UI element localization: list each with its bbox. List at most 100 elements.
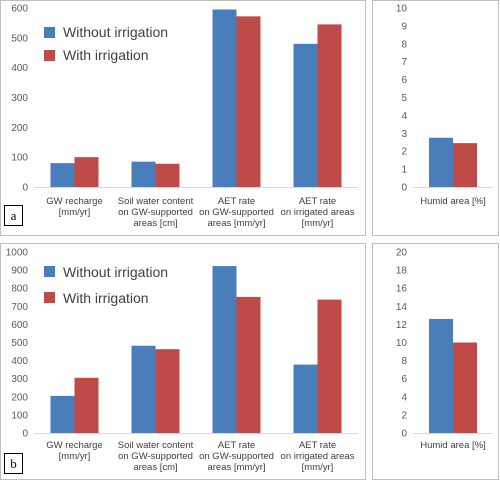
bar-without-irrigation	[429, 318, 453, 433]
chart-a-humid: 0 1 2 3 4 5 6 7 8 9 10 Humid area [%]	[396, 4, 493, 207]
y-tick-label: 600	[11, 320, 28, 331]
category-label: GW recharge [mm/yr]	[46, 440, 103, 462]
y-tick-label: 16	[396, 284, 408, 295]
legend-a-with-label: With irrigation	[63, 47, 149, 63]
category-label-line: AET rate	[299, 196, 336, 207]
category-label-line: on GW-supported	[199, 451, 274, 462]
bar-with-irrigation	[155, 163, 180, 187]
y-tick-label: 2	[401, 410, 407, 421]
category-label-line: AET rate	[218, 196, 255, 207]
category-label: AET rate on GW-supported areas [mm/yr]	[199, 196, 274, 229]
y-tick-label: 100	[11, 153, 28, 164]
y-tick-label: 6	[401, 374, 407, 385]
y-tick-label: 5	[401, 93, 407, 104]
bar-with-irrigation	[74, 157, 99, 187]
category-label-line: on irrigated areas	[281, 451, 355, 462]
category-label-line: AET rate	[299, 440, 336, 451]
bar-with-irrigation	[317, 299, 342, 433]
y-tick-label: 900	[11, 266, 28, 277]
category-label: Humid area [%]	[420, 440, 485, 451]
y-tick-label: 400	[11, 356, 28, 367]
panel-a-humid-frame	[372, 0, 499, 236]
panel-b-humid-frame	[372, 243, 499, 480]
y-tick-label: 1	[401, 165, 407, 176]
panel-b-frame	[0, 243, 366, 480]
bar-with-irrigation	[155, 349, 180, 433]
y-tick-label: 400	[11, 63, 28, 74]
legend-a-without-label: Without irrigation	[63, 24, 168, 40]
y-tick-label: 10	[396, 338, 408, 349]
y-tick-label: 7	[401, 57, 407, 68]
chart-b-humid: 0 2 4 6 8 10 12 14 16 18 20 Humid area [%]	[396, 248, 493, 451]
bar-with-irrigation	[453, 143, 477, 187]
y-tick-label: 100	[11, 410, 28, 421]
category-label-line: areas [cm]	[133, 462, 177, 473]
category-label-line: [mm/yr]	[59, 207, 91, 218]
category-label: AET rate on GW-supported areas [mm/yr]	[199, 440, 274, 473]
panel-b-label: b	[10, 456, 17, 471]
y-tick-label: 4	[401, 392, 407, 403]
legend-b-with-swatch	[44, 292, 55, 303]
bar-with-irrigation	[74, 377, 99, 433]
y-tick-label: 0	[22, 429, 28, 440]
y-tick-label: 8	[401, 39, 407, 50]
legend-b-without-label: Without irrigation	[63, 264, 168, 280]
legend-b-with-label: With irrigation	[63, 290, 149, 306]
bar-without-irrigation	[131, 161, 156, 187]
y-tick-label: 0	[401, 429, 407, 440]
y-tick-label: 9	[401, 21, 407, 32]
y-tick-label: 600	[11, 4, 28, 15]
y-tick-label: 1000	[6, 248, 29, 259]
bar-without-irrigation	[212, 266, 237, 433]
bar-with-irrigation	[236, 296, 261, 433]
bar-with-irrigation	[236, 16, 261, 187]
y-tick-label: 6	[401, 75, 407, 86]
panel-a-frame	[0, 0, 366, 236]
y-tick-label: 300	[11, 374, 28, 385]
y-tick-label: 14	[396, 302, 408, 313]
category-label-line: on GW-supported	[199, 207, 274, 218]
panel-a-label-box	[4, 205, 23, 226]
y-tick-label: 12	[396, 320, 408, 331]
bar-without-irrigation	[50, 395, 75, 433]
y-tick-label: 200	[11, 123, 28, 134]
category-label-line: [mm/yr]	[59, 451, 91, 462]
bar-without-irrigation	[293, 364, 318, 433]
legend-a-with-swatch	[44, 50, 55, 61]
y-tick-label: 500	[11, 338, 28, 349]
category-label: AET rate on irrigated areas [mm/yr]	[281, 440, 355, 473]
bar-without-irrigation	[212, 9, 237, 187]
y-tick-label: 4	[401, 111, 407, 122]
category-label-line: Soil water content	[118, 196, 194, 207]
category-label: Soil water content on GW-supported areas […	[118, 440, 194, 473]
y-tick-label: 2	[401, 147, 407, 158]
y-tick-label: 700	[11, 302, 28, 313]
category-label-line: AET rate	[218, 440, 255, 451]
y-tick-label: 18	[396, 266, 408, 277]
category-label: Humid area [%]	[420, 196, 485, 207]
panel-b-label-box	[4, 453, 23, 474]
bar-without-irrigation	[131, 345, 156, 433]
y-tick-label: 20	[396, 248, 408, 259]
category-label-line: areas [cm]	[133, 218, 177, 229]
category-label-line: areas [mm/yr]	[207, 462, 265, 473]
category-label-line: areas [mm/yr]	[207, 218, 265, 229]
category-label: Soil water content on GW-supported areas […	[118, 196, 194, 229]
bar-with-irrigation	[453, 342, 477, 433]
panel-a-label: a	[11, 208, 17, 223]
y-tick-label: 200	[11, 392, 28, 403]
category-label: GW recharge [mm/yr]	[46, 196, 103, 218]
bar-without-irrigation	[429, 137, 453, 187]
bar-without-irrigation	[293, 43, 318, 187]
category-label-line: Humid area [%]	[420, 440, 485, 451]
category-label: AET rate on irrigated areas [mm/yr]	[281, 196, 355, 229]
category-label-line: GW recharge	[46, 440, 103, 451]
category-label-line: on GW-supported	[118, 207, 193, 218]
bar-with-irrigation	[317, 24, 342, 188]
legend-a-without-swatch	[44, 27, 55, 38]
category-label-line: Humid area [%]	[420, 196, 485, 207]
bar-without-irrigation	[50, 163, 75, 187]
